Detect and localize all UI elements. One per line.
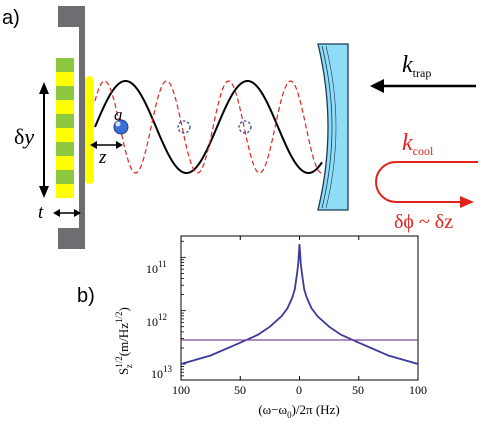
- magnet-segment: [56, 128, 74, 142]
- k-cool-label: kcool: [402, 130, 434, 158]
- z-label: z: [98, 147, 107, 168]
- mirror-coating-line: [321, 45, 333, 209]
- mirror-coating-line: [325, 45, 337, 209]
- magnet-segment: [56, 100, 74, 114]
- x-tick-label: 0: [296, 383, 302, 397]
- magnet-segment: [56, 184, 74, 198]
- magnet-segment: [56, 170, 74, 184]
- x-tick-label: 50: [234, 383, 246, 397]
- z-arrow: [90, 141, 123, 149]
- panel-a-label: a): [2, 7, 20, 29]
- magnet-stack: [56, 58, 74, 198]
- trap-standing-wave: [94, 80, 323, 174]
- panel-b-label: b): [77, 285, 95, 307]
- cantilever-film: [85, 76, 94, 184]
- x-tick-label: 100: [172, 383, 190, 397]
- k-trap-label: ktrap: [402, 52, 431, 80]
- curved-mirror: [317, 43, 349, 211]
- x-tick-label: 50: [352, 383, 364, 397]
- atom-site-dashed: [238, 120, 252, 134]
- magnet-segment: [56, 72, 74, 86]
- chip-bottom-block: [58, 228, 84, 249]
- resonance-curve: [180, 243, 419, 365]
- t-label: t: [38, 202, 44, 223]
- y-tick-label: 1012: [146, 312, 167, 329]
- atom-highlight: [115, 121, 121, 127]
- y-tick-label: 1013: [151, 364, 173, 381]
- y-axis-label: S1/2z(m/Hz1/2): [114, 307, 134, 375]
- y-minor-ticks: [181, 240, 186, 377]
- magnet-segment: [56, 58, 74, 72]
- spectrum-plot: [180, 235, 419, 381]
- t-arrow: [53, 209, 81, 217]
- magnet-segment: [56, 156, 74, 170]
- chip-top-block: [58, 6, 84, 27]
- k-trap-arrow: [370, 79, 476, 93]
- delta-phi-label: δϕ ~ δz: [394, 211, 453, 233]
- atom-label: a: [114, 105, 123, 124]
- x-ticks: [180, 236, 419, 380]
- cooling-standing-wave: [94, 80, 323, 174]
- k-cool-arrow: [375, 161, 478, 208]
- x-axis-label: (ω−ω0)/2π (Hz): [258, 402, 339, 420]
- atom-site-dashed: [177, 120, 191, 134]
- delta-y-label: δy: [14, 124, 34, 149]
- magnet-segment: [56, 86, 74, 100]
- x-tick-label: 100: [409, 383, 427, 397]
- magnet-segment: [56, 114, 74, 128]
- chip-wall: [79, 6, 85, 249]
- y-tick-label: 1011: [146, 259, 167, 276]
- delta-y-arrow: [39, 82, 49, 198]
- magnet-segment: [56, 142, 74, 156]
